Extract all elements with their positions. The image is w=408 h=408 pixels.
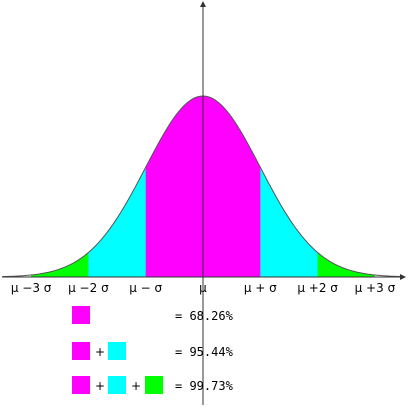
tick-label: μ −3 σ: [11, 281, 52, 295]
tick-label: μ +3 σ: [355, 281, 396, 295]
legend-plus: +: [95, 345, 105, 359]
legend-swatch: [72, 342, 90, 360]
legend-swatch: [72, 376, 90, 394]
tick-label: μ +2 σ: [297, 281, 338, 295]
legend-swatch: [108, 342, 126, 360]
legend-value: = 68.26%: [175, 309, 234, 323]
legend-swatch: [72, 306, 90, 324]
legend-swatch: [108, 376, 126, 394]
tick-label: μ + σ: [244, 281, 277, 295]
legend-value: = 95.44%: [175, 345, 234, 359]
legend: = 68.26% + = 95.44% + + = 99.73%: [72, 306, 234, 394]
tick-label: μ: [199, 281, 207, 295]
legend-value: = 99.73%: [175, 379, 234, 393]
tick-label: μ − σ: [129, 281, 162, 295]
legend-swatch: [145, 376, 163, 394]
tick-label: μ −2 σ: [68, 281, 109, 295]
legend-plus: +: [95, 379, 105, 393]
legend-plus: +: [131, 379, 141, 393]
x-axis-tick-labels: μ −3 σ μ −2 σ μ − σ μ μ + σ μ +2 σ μ +3 σ: [11, 281, 396, 295]
